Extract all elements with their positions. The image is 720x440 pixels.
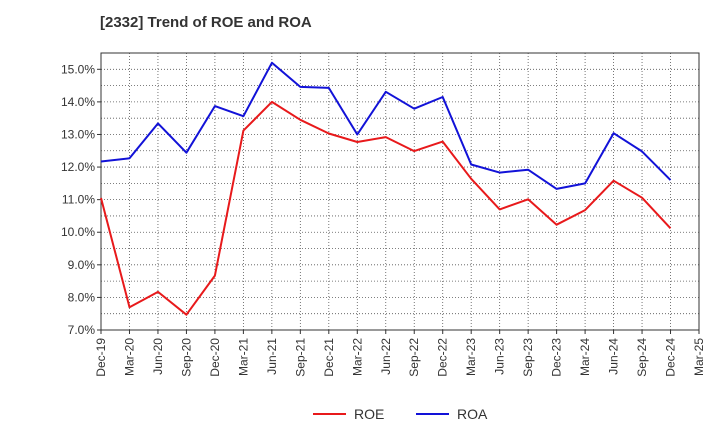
plot-area [100, 52, 700, 331]
x-tick-label: Sep-21 [293, 338, 307, 377]
legend-label-roa: ROA [457, 406, 488, 422]
x-tick-label: Sep-22 [407, 338, 421, 377]
x-tick-label: Jun-23 [493, 338, 507, 375]
x-tick-label: Dec-21 [322, 338, 336, 377]
y-tick-label: 10.0% [61, 225, 95, 239]
x-tick-label: Dec-24 [664, 338, 678, 377]
x-tick-label: Mar-21 [236, 338, 250, 376]
y-tick-label: 7.0% [68, 323, 96, 337]
x-tick-label: Mar-23 [464, 338, 478, 376]
y-tick-label: 15.0% [61, 62, 95, 76]
x-tick-label: Dec-23 [550, 338, 564, 377]
x-axis-ticks: Dec-19 Mar-20 Jun-20 Sep-20 Dec-20 Mar-21 Jun-… [94, 330, 706, 377]
legend: ROE ROA [313, 406, 488, 422]
x-tick-label: Mar-20 [122, 338, 136, 376]
y-axis-ticks: 7.0% 8.0% 9.0% 10.0% 11.0% 12.0% 13.0% 14.0% 15.… [61, 62, 101, 337]
x-tick-label: Mar-22 [350, 338, 364, 376]
series-lines [100, 61, 672, 316]
x-tick-label: Jun-22 [379, 338, 393, 375]
x-tick-label: Mar-25 [692, 338, 706, 376]
chart-title: [2332] Trend of ROE and ROA [100, 14, 312, 31]
x-tick-label: Dec-19 [94, 338, 108, 377]
series-line-roe [100, 100, 672, 316]
x-tick-label: Jun-20 [151, 338, 165, 375]
y-tick-label: 11.0% [62, 193, 95, 207]
y-tick-label: 8.0% [68, 290, 96, 304]
x-tick-label: Sep-23 [521, 338, 535, 377]
grid-lines [101, 53, 699, 330]
x-tick-label: Mar-24 [578, 338, 592, 376]
x-tick-label: Sep-24 [635, 338, 649, 377]
series-line-roa [100, 61, 672, 190]
y-tick-label: 9.0% [68, 258, 96, 272]
y-tick-label: 13.0% [61, 127, 95, 141]
x-tick-label: Dec-22 [436, 338, 450, 377]
y-tick-label: 12.0% [61, 160, 95, 174]
x-tick-label: Dec-20 [208, 338, 222, 377]
x-tick-label: Jun-24 [607, 338, 621, 375]
x-tick-label: Sep-20 [179, 338, 193, 377]
y-tick-label: 14.0% [61, 95, 95, 109]
legend-label-roe: ROE [354, 406, 384, 422]
x-tick-label: Jun-21 [265, 338, 279, 375]
